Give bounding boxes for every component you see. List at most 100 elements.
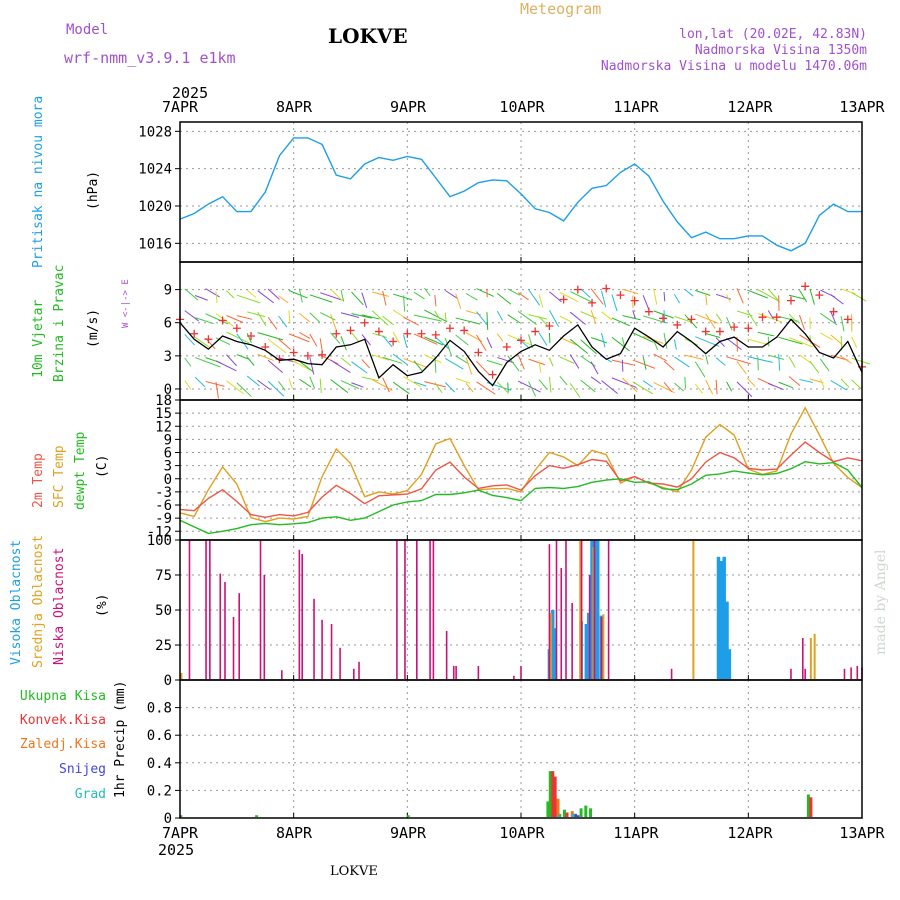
cloud-low-bar xyxy=(548,544,551,679)
wind-barb xyxy=(205,288,220,298)
xtick-bottom-0: 7APR xyxy=(162,824,199,842)
wind-barb xyxy=(684,288,694,297)
cloud-low-bar xyxy=(607,540,610,679)
cloud-high-bar xyxy=(553,628,557,679)
wind-barb xyxy=(757,289,780,302)
wind-barb xyxy=(830,334,843,346)
wind-barb xyxy=(705,332,721,338)
cloud-high-bar xyxy=(586,612,591,679)
gust-marker xyxy=(389,337,398,346)
wind-barb xyxy=(559,291,579,303)
wind-barb xyxy=(538,332,548,346)
wind-barb xyxy=(299,378,312,388)
gust-marker xyxy=(531,327,540,336)
wind-barb xyxy=(809,360,820,374)
wind-barb xyxy=(715,357,726,366)
wind-barb xyxy=(538,294,544,308)
wind-barb xyxy=(215,337,231,346)
cloud-low-bar xyxy=(188,540,191,679)
wind-barb xyxy=(340,357,352,367)
gust-marker xyxy=(815,291,824,300)
wind-barb xyxy=(278,315,288,328)
wind-barb xyxy=(424,309,448,323)
wind-compass: W <-|-> E xyxy=(121,279,131,328)
ytick-label: 1020 xyxy=(138,199,172,215)
wind-barb xyxy=(757,356,759,371)
wind-barb xyxy=(663,381,673,393)
wind-barb xyxy=(372,354,390,361)
temp-unit: (C) xyxy=(95,455,110,478)
wind-barb xyxy=(320,292,343,301)
cloud-low-bar xyxy=(219,573,222,679)
wind-barb xyxy=(695,313,719,324)
wind-barb xyxy=(517,380,541,393)
gust-marker xyxy=(843,315,852,324)
xtick-bottom-3: 10APR xyxy=(499,824,545,842)
wind-barb xyxy=(746,310,758,327)
wind-barb xyxy=(288,358,311,371)
wind-barb xyxy=(548,376,552,393)
gust-marker xyxy=(786,296,795,305)
wind-barb xyxy=(215,360,237,372)
xtick-top-0: 7APR xyxy=(162,98,199,116)
wind-barb xyxy=(715,313,723,322)
gust-marker xyxy=(644,307,653,316)
cloud-low-bar xyxy=(670,668,673,679)
wind-barb xyxy=(569,338,589,355)
gust-marker xyxy=(517,336,525,345)
wind-barb xyxy=(820,312,838,326)
wind-barb xyxy=(351,382,364,388)
wind-barb xyxy=(830,294,844,305)
gust-marker xyxy=(332,329,341,338)
legend-hail: Grad xyxy=(75,787,106,802)
gust-marker xyxy=(445,324,454,333)
precip-conv-bar xyxy=(565,812,569,817)
wind-barb xyxy=(465,382,474,393)
pressure-ylabel: Pritisak na nivou mora xyxy=(31,96,46,268)
gust-marker xyxy=(659,314,668,323)
precip-total-bar xyxy=(179,815,183,817)
cloud-low-bar xyxy=(429,540,431,679)
wind-barb xyxy=(830,380,847,391)
wind-barb xyxy=(309,376,316,389)
wind-barb xyxy=(299,332,311,339)
cloud-high-bar xyxy=(595,540,600,679)
xtick-top-4: 11APR xyxy=(613,98,659,116)
cloud-mid-bar xyxy=(692,540,695,679)
ytick-label: 9 xyxy=(164,432,172,448)
wind-barb xyxy=(642,356,647,370)
cloud-low-bar xyxy=(593,540,596,679)
gust-marker xyxy=(431,330,440,339)
wind-barb xyxy=(403,295,406,312)
wind-barb xyxy=(465,357,473,375)
cloud-unit: (%) xyxy=(95,594,110,617)
wind-barb xyxy=(434,310,441,320)
wind-barb xyxy=(226,290,235,299)
cloud-high-bar xyxy=(722,556,726,679)
ytick-label: 0 xyxy=(164,811,172,827)
elevation-label: Nadmorska Visina 1350m xyxy=(695,43,867,58)
wind-barb xyxy=(194,295,208,301)
wind-barb xyxy=(195,317,214,325)
cloud-ylabel-mid: Srednja Oblacnost xyxy=(31,535,46,668)
wind-barb xyxy=(184,357,192,367)
hail-bar xyxy=(571,813,575,817)
wind-barb xyxy=(403,334,408,348)
cloud-ylabel-low: Niska Oblacnost xyxy=(52,548,67,665)
cloud-low-bar xyxy=(565,540,567,679)
wind-barb xyxy=(434,336,450,350)
wind-barb xyxy=(726,316,733,331)
cloud-high-bar xyxy=(716,556,721,679)
wind-barb xyxy=(799,354,813,365)
wind-barb xyxy=(622,315,641,321)
cloud-low-bar xyxy=(452,666,455,679)
wind-barb xyxy=(382,377,390,393)
wind-barb xyxy=(549,291,562,303)
wind-barb xyxy=(768,354,785,360)
wind-barb xyxy=(715,337,725,347)
wind-barb xyxy=(382,335,393,348)
cloud-low-bar xyxy=(396,540,398,679)
wind-barb xyxy=(413,314,442,322)
wind-barb xyxy=(236,354,250,360)
